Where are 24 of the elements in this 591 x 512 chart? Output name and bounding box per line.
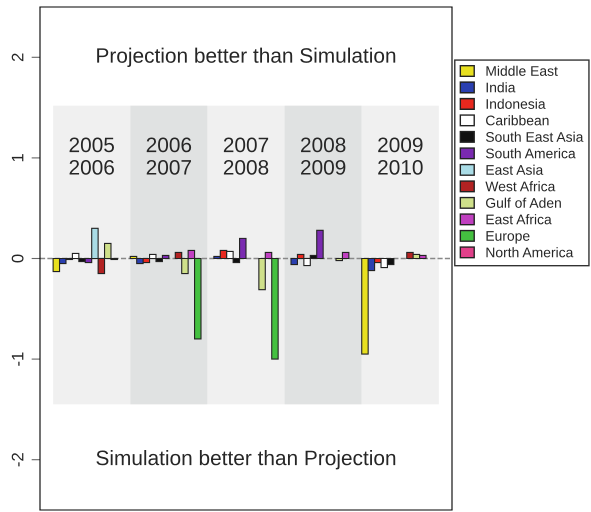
x-tick-label: 2008 2009 (301, 138, 346, 175)
x-tick-label: 2007 2008 (224, 138, 268, 175)
legend-label: South East Asia (486, 132, 584, 142)
legend-label: Indonesia (486, 98, 546, 109)
legend-label: Gulf of Aden (486, 198, 561, 208)
annotation: Simulation better than Projection (96, 450, 396, 470)
legend-label: Caribbean (486, 115, 549, 126)
y-tick-label: -1 (12, 352, 24, 366)
x-tick-label: 2006 2007 (146, 138, 192, 175)
y-tick-label: -2 (12, 453, 24, 466)
y-tick-label: 2 (12, 54, 24, 62)
annotation: Projection better than Simulation (97, 48, 396, 68)
legend-label: Europe (486, 231, 530, 244)
x-tick-label: 2009 2010 (378, 138, 423, 175)
legend-label: South America (486, 148, 576, 158)
y-tick-label: 0 (12, 254, 24, 262)
legend-label: East Africa (486, 214, 552, 224)
legend-label: West Africa (485, 181, 556, 192)
x-tick-label: 2005 2006 (70, 138, 114, 175)
legend-label: North America (486, 247, 574, 258)
legend-label: India (486, 82, 516, 92)
y-tick-label: 1 (12, 154, 24, 162)
legend-label: Middle East (486, 66, 558, 76)
legend-label: East Asia (486, 164, 544, 175)
